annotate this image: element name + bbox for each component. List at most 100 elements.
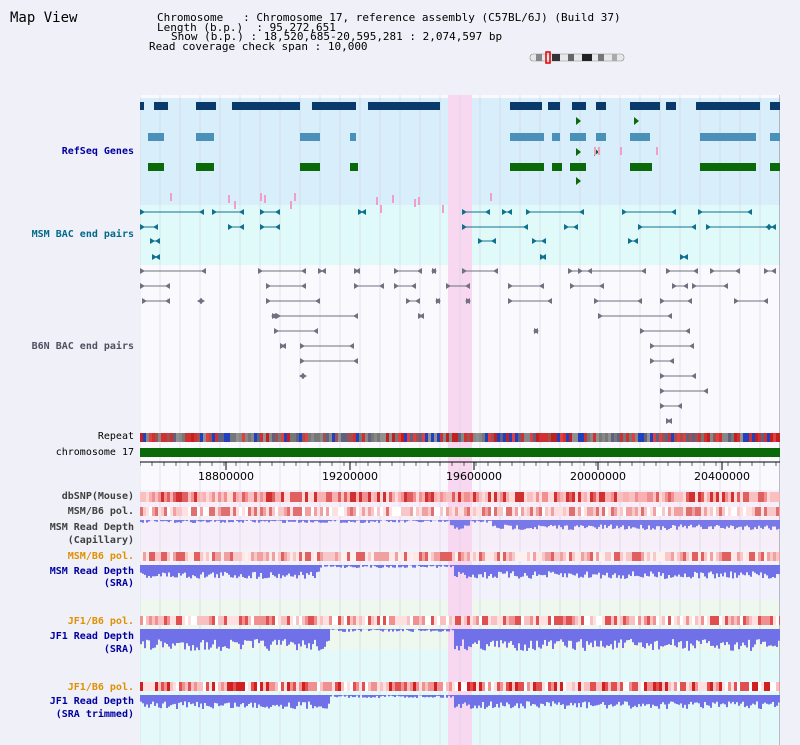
- dbsnp-cell: [563, 492, 566, 502]
- pol-cell: [461, 552, 464, 561]
- pol-cell: [677, 682, 680, 691]
- pol-cell: [428, 616, 431, 625]
- depth-bar: [472, 565, 474, 575]
- depth-bar: [182, 520, 184, 522]
- pol-cell: [293, 616, 296, 625]
- depth-bar: [632, 520, 634, 528]
- bac-end: [683, 254, 688, 260]
- depth-bar: [340, 695, 342, 697]
- depth-bar: [390, 520, 392, 521]
- pol-cell: [260, 552, 263, 561]
- gene-exon: [630, 133, 650, 141]
- pol-cell: [398, 552, 401, 561]
- repeat-cell: [212, 433, 215, 442]
- dbsnp-cell: [275, 492, 278, 502]
- depth-bar: [212, 565, 214, 573]
- pol-cell: [416, 552, 419, 561]
- track-label-jf1-depth-sra-1[interactable]: JF1 Read Depth: [49, 631, 134, 642]
- depth-bar: [500, 520, 502, 529]
- depth-bar: [638, 629, 640, 643]
- depth-bar: [302, 520, 304, 521]
- depth-bar: [190, 520, 192, 523]
- track-label-msm-bac[interactable]: MSM BAC end pairs: [31, 229, 134, 240]
- pol-cell: [503, 682, 506, 691]
- depth-bar: [638, 695, 640, 705]
- pol-cell: [641, 507, 644, 516]
- snp-tick: [260, 193, 262, 201]
- refseq-gene-glyphs[interactable]: [140, 102, 780, 213]
- pol-cell: [596, 507, 599, 516]
- track-label-dbsnp[interactable]: dbSNP(Mouse): [61, 491, 134, 502]
- depth-bar: [252, 565, 254, 573]
- depth-bar: [650, 629, 652, 644]
- dbsnp-cell: [767, 492, 770, 502]
- depth-bar: [546, 629, 548, 646]
- depth-bar: [286, 629, 288, 646]
- depth-bar: [214, 565, 216, 578]
- depth-bar: [592, 629, 594, 648]
- depth-bar: [466, 565, 468, 579]
- dbsnp-cell: [311, 492, 314, 502]
- pol-cell: [470, 507, 473, 516]
- repeat-cell: [623, 433, 626, 442]
- small-gene-arrow: [576, 177, 581, 185]
- track-label-msm-depth-sra-1[interactable]: MSM Read Depth: [49, 566, 134, 577]
- track-label-msm-depth-cap-1[interactable]: MSM Read Depth: [49, 522, 134, 533]
- dbsnp-cell: [668, 492, 671, 502]
- repeat-cell: [494, 433, 497, 442]
- pol-cell: [524, 682, 527, 691]
- pol-cell: [140, 552, 143, 561]
- repeat-cell: [608, 433, 611, 442]
- depth-bar: [342, 629, 344, 632]
- pol-cell: [734, 682, 737, 691]
- bac-end-pair-glyphs[interactable]: [140, 209, 776, 424]
- repeat-cell: [455, 433, 458, 442]
- pol-cell: [770, 616, 773, 625]
- gene-arrow: [148, 133, 153, 141]
- pol-cell: [368, 507, 371, 516]
- track-label-refseq[interactable]: RefSeq Genes: [61, 146, 134, 157]
- depth-bar: [708, 565, 710, 573]
- bac-end: [672, 283, 677, 289]
- pol-cell: [206, 682, 209, 691]
- pol-cell: [635, 682, 638, 691]
- depth-bar: [226, 565, 228, 573]
- chromosome-ideogram[interactable]: [528, 51, 628, 65]
- pol-cell: [158, 616, 161, 625]
- pol-cell: [527, 552, 530, 561]
- track-label-jf1-depth-trim-1[interactable]: JF1 Read Depth: [49, 696, 134, 707]
- bac-end: [703, 388, 708, 394]
- dbsnp-cell: [458, 492, 461, 502]
- depth-bar: [732, 520, 734, 527]
- dbsnp-cell: [410, 492, 413, 502]
- depth-bar: [568, 629, 570, 641]
- track-label-msm-b6-pol-1[interactable]: MSM/B6 pol.: [67, 506, 134, 517]
- depth-bar: [252, 520, 254, 522]
- pol-cell: [428, 507, 431, 516]
- bac-end: [361, 209, 366, 215]
- depth-bar: [510, 565, 512, 574]
- genome-track-panel[interactable]: 18800000 19200000 19600000 20000000 20400000: [140, 95, 780, 745]
- pol-cell: [644, 552, 647, 561]
- pol-cell: [365, 507, 368, 516]
- depth-bar: [478, 629, 480, 641]
- depth-bar: [234, 629, 236, 643]
- depth-bar: [308, 629, 310, 644]
- repeat-cell: [689, 433, 692, 442]
- depth-bar: [720, 695, 722, 705]
- depth-bar: [682, 565, 684, 578]
- track-label-b6n-bac[interactable]: B6N BAC end pairs: [31, 341, 134, 352]
- repeat-cell: [266, 433, 269, 442]
- track-label-msm-b6-pol-2[interactable]: MSM/B6 pol.: [67, 551, 134, 562]
- pol-cell: [299, 616, 302, 625]
- pol-cell: [347, 616, 350, 625]
- track-label-jf1-b6-pol-1[interactable]: JF1/B6 pol.: [67, 616, 134, 627]
- repeat-cell: [236, 433, 239, 442]
- depth-bar: [278, 695, 280, 707]
- pol-cell: [545, 616, 548, 625]
- pol-cell: [260, 682, 263, 691]
- dbsnp-cell: [335, 492, 338, 502]
- track-label-jf1-b6-pol-2[interactable]: JF1/B6 pol.: [67, 682, 134, 693]
- dbsnp-cell: [329, 492, 332, 502]
- depth-bar: [476, 565, 478, 579]
